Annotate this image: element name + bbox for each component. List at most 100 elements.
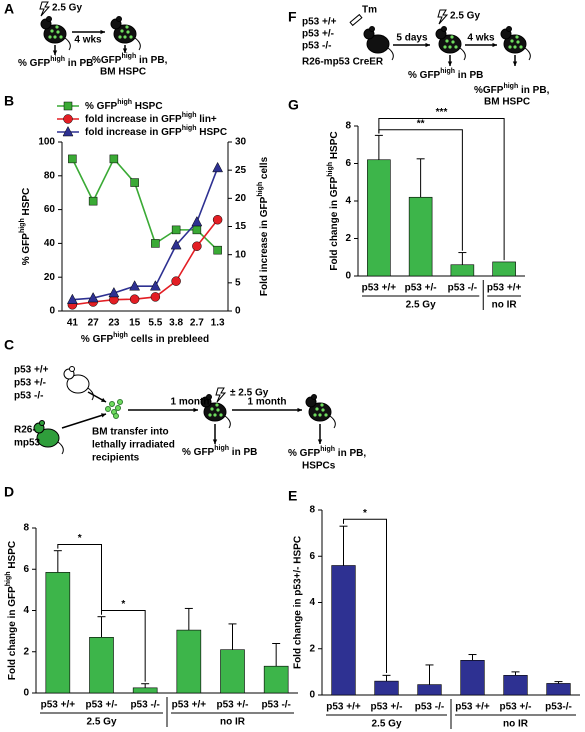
y-axis-title: Fold change in p53+/- HSPC [293, 536, 304, 669]
y-axis-title-part: high [257, 182, 264, 197]
mouse-icon [40, 16, 71, 51]
readout-label: % GFPhigh in PB [18, 56, 93, 69]
gfp-dot [313, 413, 317, 417]
x-axis-title: % GFPhigh cells in prebleed [81, 332, 209, 345]
mouse-icon [200, 394, 231, 429]
mouse-icon [63, 366, 94, 401]
mouse-ear [206, 394, 212, 400]
interval-label: 4 wks [74, 35, 102, 46]
gfp-dot [126, 30, 130, 34]
y-tick-label: 4 [23, 605, 29, 616]
significance-bracket [343, 518, 387, 674]
marker [68, 154, 77, 164]
error-bar [511, 671, 520, 676]
gfp-dot [56, 30, 60, 34]
mouse-ear [69, 366, 75, 372]
x-tick-label: p53-/- [545, 702, 572, 713]
mouse-ear [369, 26, 375, 32]
bar [367, 159, 391, 277]
panel-label: D [4, 484, 14, 500]
error-bar [339, 525, 348, 566]
marker [192, 241, 202, 251]
gfp-dot [318, 413, 322, 417]
x-tick-label: p53 +/- [405, 283, 437, 294]
gfp-dot [320, 403, 324, 407]
mouse-icon [363, 26, 394, 61]
y-tick-label: 80 [44, 170, 56, 181]
readout-label: BM HSPC [484, 97, 530, 108]
gfp-dot [516, 40, 520, 44]
bar [331, 565, 356, 696]
x-tick-label: 1.3 [211, 318, 225, 329]
x-tick-label: 5.5 [148, 318, 162, 329]
arrow-head [212, 439, 218, 444]
transfer-label: lethally irradiated [92, 440, 175, 451]
arrow-head [122, 48, 128, 53]
readout-label-part: in PB, [136, 55, 167, 66]
gfp-dot [213, 413, 217, 417]
cell-icon [115, 405, 121, 411]
y-tick-label: 2 [309, 643, 315, 654]
y-tick-label: 60 [44, 204, 56, 215]
y-tick-label: 10 [235, 249, 247, 260]
genotype-label: p53 -/- [302, 41, 331, 52]
bar [492, 261, 516, 277]
gfp-dot [454, 45, 458, 49]
bar [503, 675, 528, 696]
arrow-head [52, 50, 58, 55]
mouse-tail [57, 441, 64, 455]
legend-label-part: % GFP [85, 101, 118, 112]
mouse-icon [305, 394, 336, 429]
gfp-dot [210, 407, 214, 411]
x-tick-label: p53 +/- [86, 700, 118, 711]
legend-marker [63, 101, 73, 111]
panel-label: C [4, 337, 14, 353]
bar [374, 680, 399, 696]
x-tick-label: 3.8 [169, 318, 183, 329]
arrow-head [193, 407, 198, 413]
cell-icon [105, 406, 111, 412]
readout-label: % GFPhigh in PB [408, 68, 483, 81]
readout-label-part: high [50, 56, 65, 63]
significance-bracket [101, 610, 146, 682]
x-tick-label: p53 +/+ [326, 702, 361, 713]
bar [176, 629, 202, 694]
mouse-ear [46, 16, 52, 22]
mouse-ear [116, 16, 122, 22]
bar [417, 684, 442, 696]
genotype-label: p53 +/+ [302, 17, 337, 28]
mouse-tail [387, 47, 394, 61]
legend-label-part: fold increase in GFP [85, 114, 182, 125]
strain-label: R26- [14, 425, 36, 436]
gfp-dot [324, 413, 328, 417]
group-label: 2.5 Gy [406, 300, 436, 311]
gfp-dot [510, 39, 514, 43]
readout-label-part: % GFP [18, 58, 51, 69]
gfp-dot [48, 35, 52, 39]
strain-label: mp53 [14, 438, 41, 449]
y-tick-label: 100 [38, 137, 55, 148]
y-axis-title-part: HSPC [21, 188, 32, 219]
gfp-dot [450, 35, 454, 39]
arrow-head [425, 42, 430, 48]
readout-label-part: % GFP [182, 447, 215, 458]
y-tick-label: 0 [23, 688, 29, 699]
error-bar [374, 134, 383, 160]
x-axis-title-part: high [113, 332, 128, 339]
x-axis-title-part: cells in prebleed [128, 334, 209, 345]
y-axis-title-part: HSPC [7, 541, 18, 572]
radiation-icon [215, 387, 227, 403]
genotype-label: p53 -/- [14, 391, 43, 402]
y-tick-label: 20 [235, 193, 247, 204]
error-bar [272, 643, 281, 667]
legend-label: % GFPhigh HSPC [85, 99, 163, 112]
legend-label-part: high [117, 99, 132, 106]
bar [45, 572, 71, 694]
dose-label: 2.5 Gy [450, 11, 480, 22]
genotype-label: p53 +/- [302, 29, 334, 40]
mouse-tail [329, 415, 336, 429]
group-label: 2.5 Gy [371, 719, 401, 730]
readout-label-part: in PB [455, 70, 483, 81]
y-axis-title-part: cells [259, 156, 270, 181]
